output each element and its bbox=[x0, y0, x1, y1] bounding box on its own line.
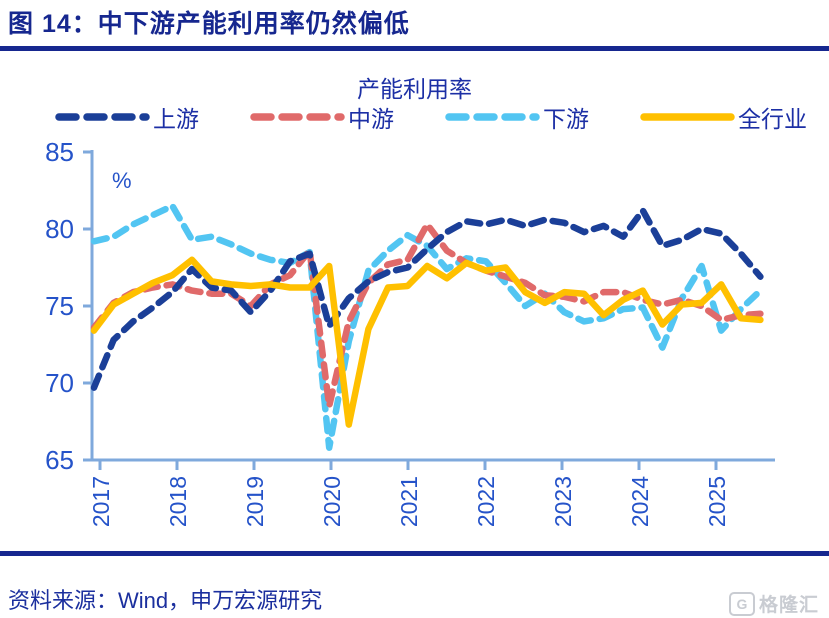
y-tick-label: 80 bbox=[45, 214, 74, 244]
plot-area: 65 70 75 80 85% 2017 2018 2019 2020 2021 2022 2023 2… bbox=[0, 137, 829, 570]
legend-swatch-下游 bbox=[445, 113, 540, 121]
legend-label-上游: 上游 bbox=[153, 106, 199, 132]
figure-title: 图 14：中下游产能利用率仍然偏低 bbox=[8, 10, 410, 38]
y-tick-label: 65 bbox=[45, 445, 74, 475]
x-tick-label: 2025 bbox=[704, 476, 730, 527]
legend-swatch-上游 bbox=[55, 113, 150, 121]
legend-item-中游: 中游 bbox=[250, 100, 394, 134]
x-tick-label: 2021 bbox=[396, 476, 422, 527]
chart-legend: 上游 中游 下游 全行业 bbox=[55, 102, 807, 132]
series-line-全行业 bbox=[90, 256, 764, 428]
watermark-label: 格隆汇 bbox=[758, 595, 819, 616]
y-tick-label: 85 bbox=[45, 140, 74, 167]
utilization-line-chart: 65 70 75 80 85% 2017 2018 2019 2020 2021 2022 2023 2… bbox=[45, 137, 775, 527]
legend-swatch-全行业 bbox=[640, 113, 735, 121]
chart-title: 产能利用率 bbox=[357, 76, 472, 102]
legend-item-下游: 下游 bbox=[445, 100, 589, 134]
footer-divider-rule bbox=[0, 551, 829, 556]
x-tick-label: 2017 bbox=[88, 476, 114, 527]
x-tick-label: 2024 bbox=[627, 476, 653, 527]
gelonghui-logo-icon: G bbox=[728, 591, 755, 616]
y-tick-label: 70 bbox=[45, 368, 74, 398]
y-axis-unit-label: % bbox=[112, 168, 132, 193]
title-underline-rule bbox=[0, 46, 829, 51]
watermark: G 格隆汇 bbox=[728, 590, 819, 617]
legend-item-上游: 上游 bbox=[55, 100, 199, 134]
x-tick-label: 2019 bbox=[242, 476, 268, 527]
x-tick-label: 2020 bbox=[319, 476, 345, 527]
legend-label-全行业: 全行业 bbox=[738, 106, 807, 132]
legend-swatch-中游 bbox=[250, 113, 345, 121]
x-tick-label: 2022 bbox=[473, 476, 499, 527]
y-tick-label: 75 bbox=[45, 291, 74, 321]
source-note: 资料来源：Wind，申万宏源研究 bbox=[8, 588, 323, 613]
legend-label-中游: 中游 bbox=[348, 106, 394, 132]
series-line-上游 bbox=[90, 207, 764, 391]
x-tick-label: 2023 bbox=[550, 476, 576, 527]
series-line-下游 bbox=[90, 202, 764, 451]
legend-label-下游: 下游 bbox=[543, 106, 589, 132]
x-tick-label: 2018 bbox=[165, 476, 191, 527]
legend-item-全行业: 全行业 bbox=[640, 100, 807, 134]
